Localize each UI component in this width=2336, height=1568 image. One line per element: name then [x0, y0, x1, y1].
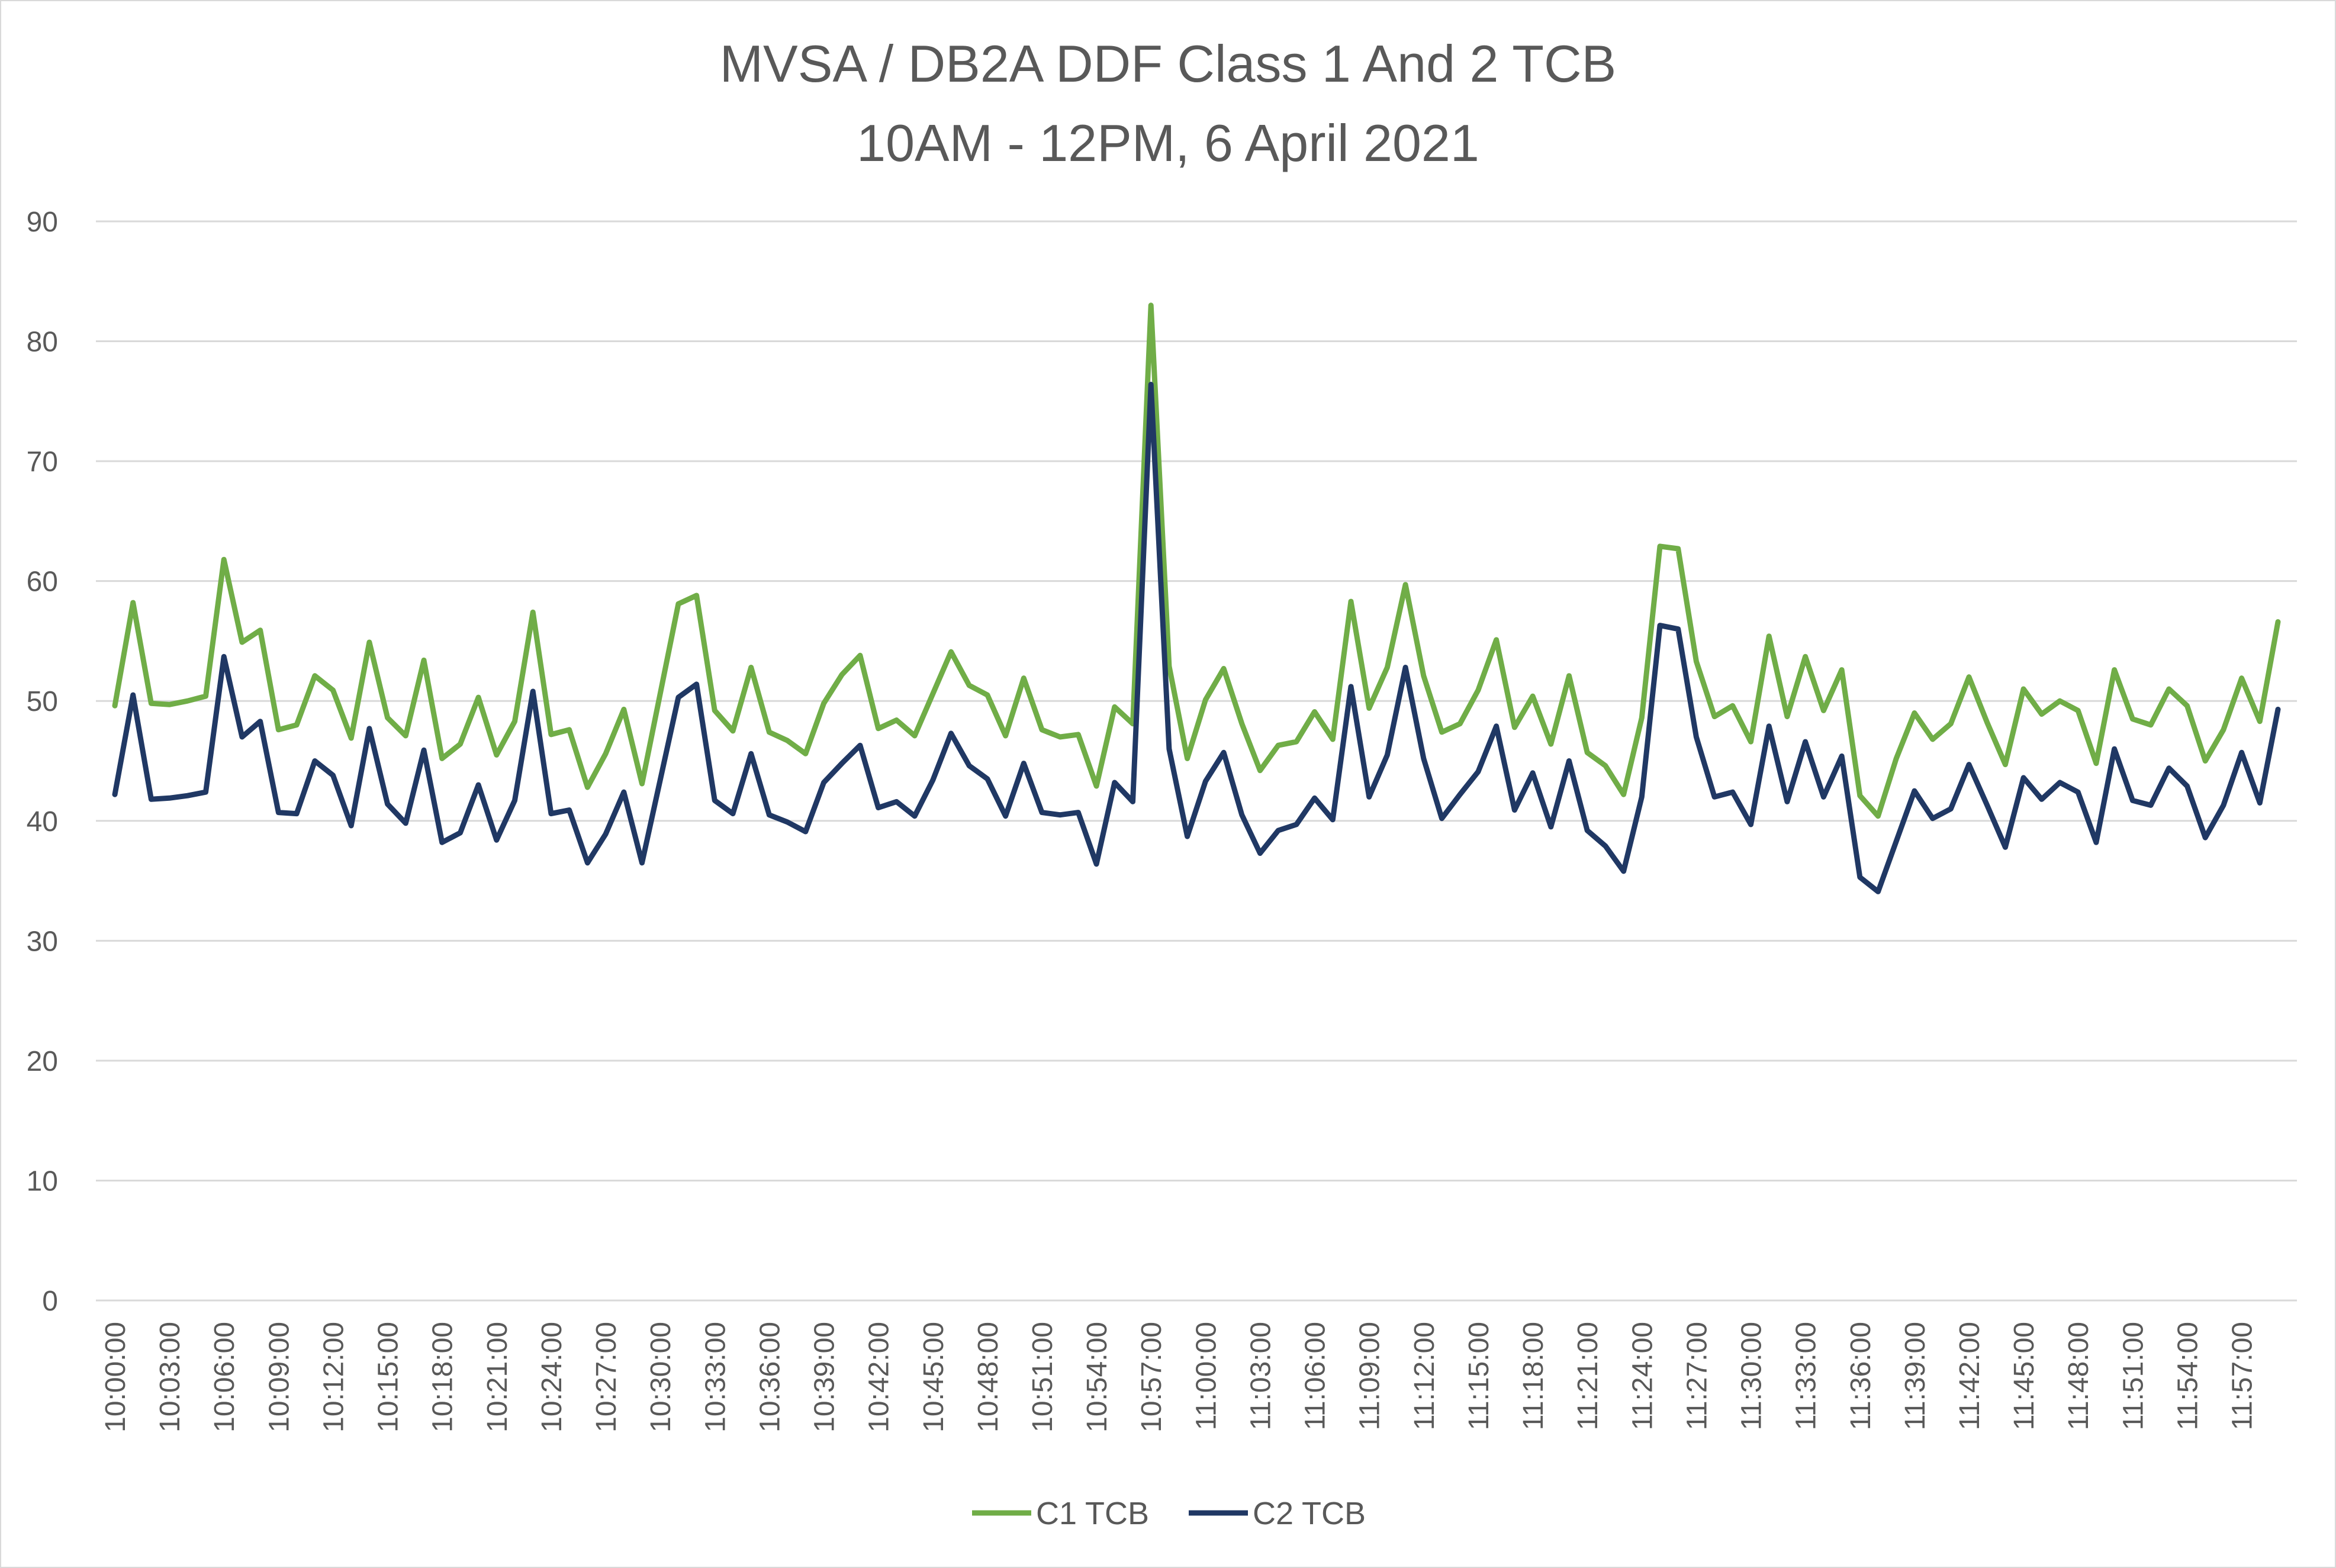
- series-line-1: [112, 302, 2281, 819]
- series-line-2: [112, 382, 2281, 894]
- y-tick-label: 30: [27, 926, 58, 957]
- x-tick-label: 10:54:00: [1082, 1322, 1113, 1432]
- x-tick-label: 10:12:00: [318, 1322, 349, 1432]
- x-tick-label: 10:24:00: [536, 1322, 568, 1432]
- x-tick-label: 10:15:00: [373, 1322, 404, 1432]
- x-tick-label: 10:27:00: [591, 1322, 622, 1432]
- x-tick-label: 11:51:00: [2118, 1322, 2149, 1430]
- y-tick-label: 0: [42, 1286, 58, 1317]
- x-tick-label: 11:21:00: [1572, 1322, 1604, 1430]
- x-tick-label: 10:30:00: [645, 1322, 677, 1432]
- y-tick-label: 50: [27, 686, 58, 717]
- series-group: [112, 302, 2281, 894]
- x-tick-label: 11:00:00: [1190, 1322, 1222, 1430]
- x-tick-label: 11:57:00: [2227, 1322, 2258, 1430]
- x-tick-label: 11:15:00: [1463, 1322, 1495, 1430]
- x-tick-label: 11:33:00: [1791, 1322, 1822, 1430]
- x-tick-label: 11:45:00: [2009, 1322, 2040, 1430]
- x-tick-label: 10:00:00: [100, 1322, 131, 1432]
- x-tick-label: 10:45:00: [918, 1322, 950, 1432]
- x-tick-label: 10:36:00: [754, 1322, 786, 1432]
- x-tick-label: 10:48:00: [973, 1322, 1004, 1432]
- x-tick-label: 11:03:00: [1245, 1322, 1276, 1430]
- x-tick-label: 10:33:00: [700, 1322, 731, 1432]
- y-tick-label: 60: [27, 566, 58, 598]
- x-tick-label: 10:51:00: [1027, 1322, 1058, 1432]
- y-tick-label: 70: [27, 446, 58, 478]
- x-tick-label: 11:09:00: [1354, 1322, 1386, 1430]
- legend-label-1: C1 TCB: [1036, 1496, 1149, 1531]
- chart-title: MVSA / DB2A DDF Class 1 And 2 TCB: [720, 34, 1617, 93]
- x-tick-label: 11:06:00: [1300, 1322, 1331, 1430]
- x-tick-label: 11:12:00: [1409, 1322, 1440, 1430]
- x-tick-label: 11:27:00: [1681, 1322, 1713, 1430]
- x-tick-label: 10:57:00: [1136, 1322, 1167, 1432]
- legend-label-2: C2 TCB: [1253, 1496, 1366, 1531]
- y-axis: 0 10 20 30 40 50 60 70 80 90: [27, 207, 58, 1317]
- x-tick-label: 11:48:00: [2063, 1322, 2094, 1430]
- y-tick-label: 90: [27, 207, 58, 238]
- x-tick-label: 10:42:00: [864, 1322, 895, 1432]
- x-axis: 10:00:00 10:03:00 10:06:00 10:09:00 10:12:00…: [100, 1322, 2258, 1432]
- x-tick-label: 11:30:00: [1736, 1322, 1768, 1430]
- x-tick-label: 11:54:00: [2172, 1322, 2203, 1430]
- y-tick-label: 80: [27, 327, 58, 358]
- x-tick-label: 11:42:00: [1954, 1322, 1986, 1430]
- x-tick-label: 10:03:00: [155, 1322, 186, 1432]
- x-tick-label: 11:18:00: [1518, 1322, 1549, 1430]
- x-tick-label: 10:39:00: [809, 1322, 841, 1432]
- y-tick-label: 10: [27, 1165, 58, 1197]
- x-tick-label: 11:39:00: [1900, 1322, 1931, 1430]
- x-tick-label: 10:21:00: [482, 1322, 513, 1432]
- legend: C1 TCB C2 TCB: [972, 1496, 1366, 1531]
- chart-subtitle: 10AM - 12PM, 6 April 2021: [857, 114, 1479, 172]
- x-tick-label: 11:24:00: [1627, 1322, 1658, 1430]
- x-tick-label: 11:36:00: [1845, 1322, 1877, 1430]
- x-tick-label: 10:18:00: [427, 1322, 459, 1432]
- x-tick-label: 10:09:00: [263, 1322, 295, 1432]
- gridlines: [96, 220, 2297, 1302]
- y-tick-label: 20: [27, 1046, 58, 1077]
- y-tick-label: 40: [27, 806, 58, 838]
- x-tick-label: 10:06:00: [209, 1322, 240, 1432]
